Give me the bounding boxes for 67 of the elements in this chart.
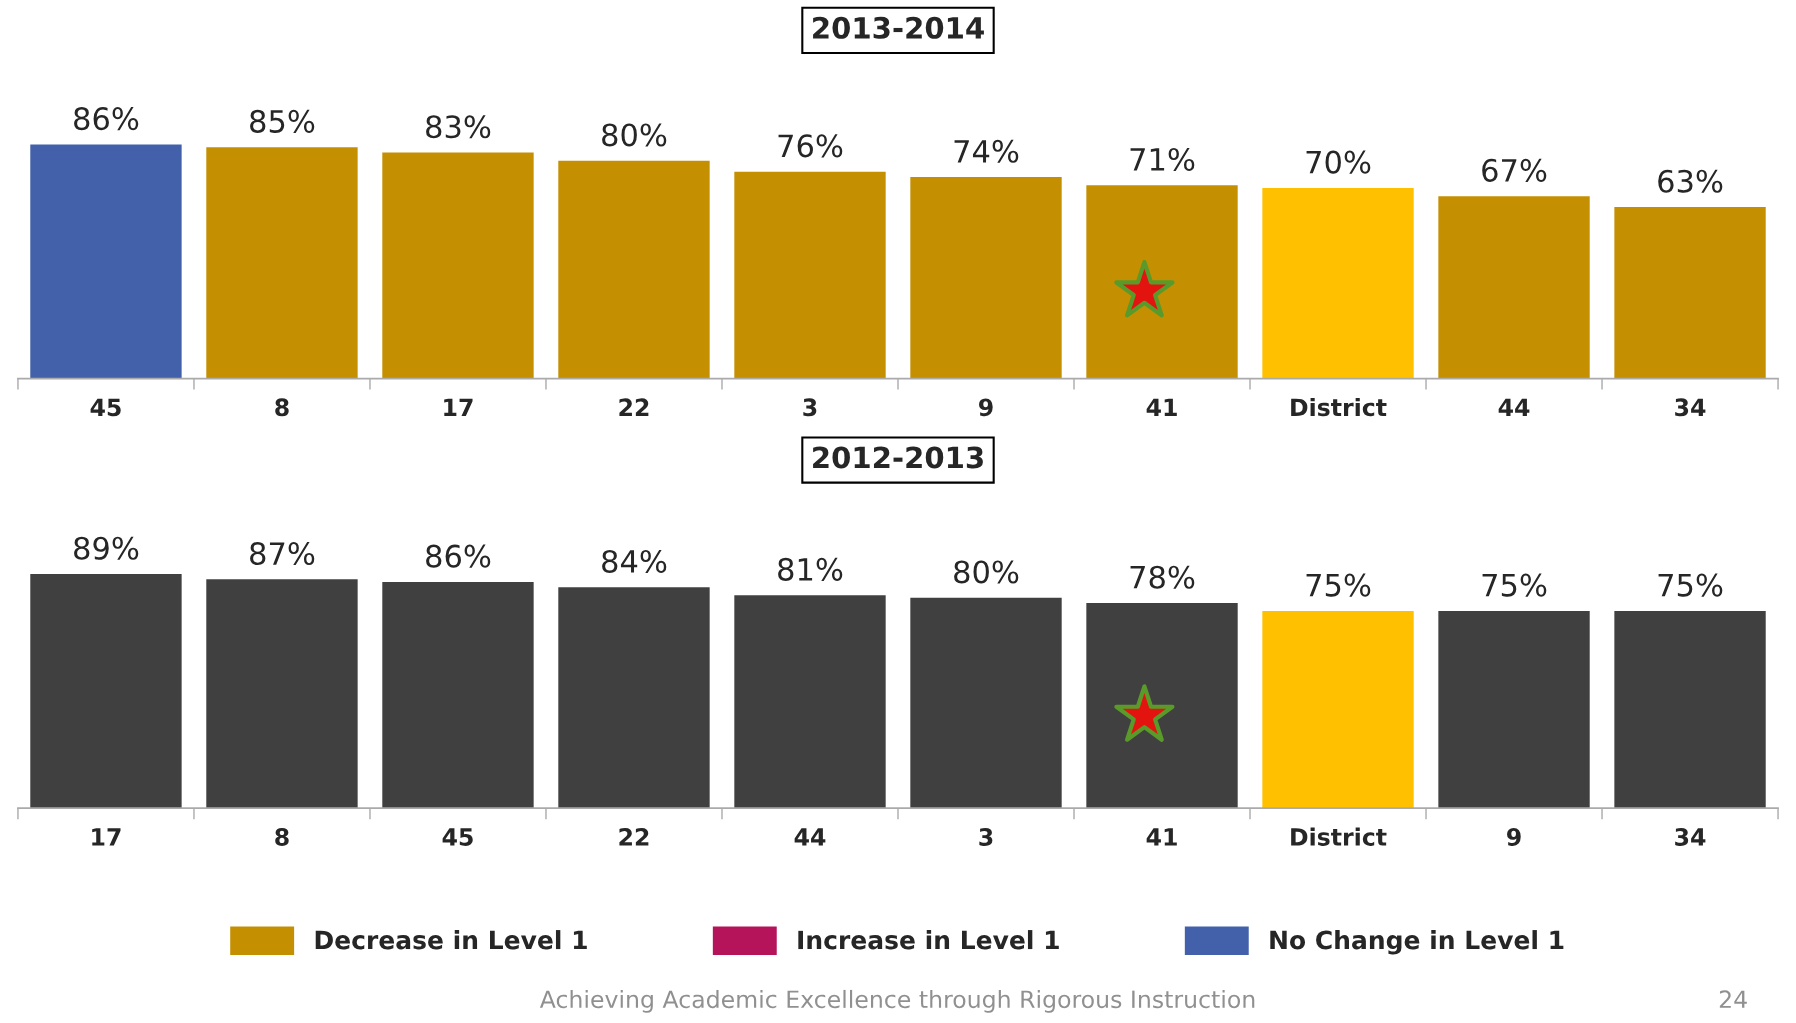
bar <box>1262 187 1414 379</box>
x-tick-label: District <box>1291 827 1387 846</box>
data-label: 76% <box>778 134 843 158</box>
data-label: 80% <box>602 123 667 147</box>
bar <box>1438 196 1590 379</box>
bar <box>558 160 710 379</box>
x-tick-label: 44 <box>1498 398 1530 416</box>
x-tick-label: 17 <box>444 398 473 416</box>
data-label: 75% <box>1658 573 1723 597</box>
x-tick-label: 44 <box>794 828 826 846</box>
x-tick-label: 17 <box>92 828 121 846</box>
bar <box>30 574 182 809</box>
x-tick-label: 45 <box>442 828 473 846</box>
legend-label: Increase in Level 1 <box>798 930 1059 950</box>
x-tick-label: 41 <box>1146 828 1177 846</box>
data-label: 80% <box>954 560 1019 584</box>
bar <box>206 147 358 379</box>
data-label: 86% <box>426 544 491 568</box>
bar <box>910 597 1062 809</box>
chart-title: 2013-2014 <box>813 16 984 39</box>
bar <box>1262 610 1414 809</box>
x-tick-label: 34 <box>1675 828 1706 846</box>
data-label: 63% <box>1658 169 1723 193</box>
bar <box>206 579 358 809</box>
bar <box>734 171 886 379</box>
x-tick-label: 45 <box>90 398 121 417</box>
x-tick-label: 22 <box>619 398 649 416</box>
data-label: 81% <box>778 557 843 581</box>
text: Achieving Academic Excellence through Rigorous Instruction <box>539 989 1255 1013</box>
data-label: 75% <box>1482 573 1547 597</box>
bar <box>1614 610 1766 809</box>
data-label: 75% <box>1306 573 1371 597</box>
x-tick-label: 9 <box>979 398 993 417</box>
text: 24 <box>1719 990 1747 1008</box>
data-label: 71% <box>1130 147 1195 172</box>
data-label: 87% <box>250 541 315 566</box>
bar <box>382 152 534 379</box>
data-label: 84% <box>602 549 667 573</box>
bar <box>1614 207 1766 379</box>
x-tick-label: District <box>1291 397 1387 417</box>
x-tick-label: 41 <box>1146 398 1177 416</box>
data-label: 85% <box>250 109 315 133</box>
x-tick-label: 9 <box>1507 828 1521 846</box>
bar <box>30 144 182 379</box>
data-label: 70% <box>1306 150 1371 174</box>
data-label: 74% <box>954 139 1019 163</box>
chart-title: 2012-2013 <box>813 446 983 469</box>
bar <box>1438 610 1590 809</box>
bar <box>1086 603 1238 809</box>
bar <box>734 595 886 809</box>
bar <box>558 587 710 809</box>
data-label: 83% <box>426 115 491 139</box>
bar <box>1086 185 1238 379</box>
x-tick-label: 3 <box>803 398 817 417</box>
bar <box>382 581 534 809</box>
data-label: 78% <box>1130 565 1195 589</box>
x-tick-label: 8 <box>275 398 289 417</box>
data-label: 86% <box>74 107 139 131</box>
x-tick-label: 22 <box>619 828 649 846</box>
data-label: 89% <box>74 536 139 560</box>
legend-label: Decrease in Level 1 <box>315 930 587 950</box>
x-tick-label: 3 <box>979 828 993 846</box>
bar <box>910 177 1062 379</box>
x-tick-label: 34 <box>1675 398 1706 417</box>
legend-label: No Change in Level 1 <box>1270 930 1564 955</box>
x-tick-label: 8 <box>275 828 289 846</box>
data-label: 67% <box>1482 158 1547 182</box>
